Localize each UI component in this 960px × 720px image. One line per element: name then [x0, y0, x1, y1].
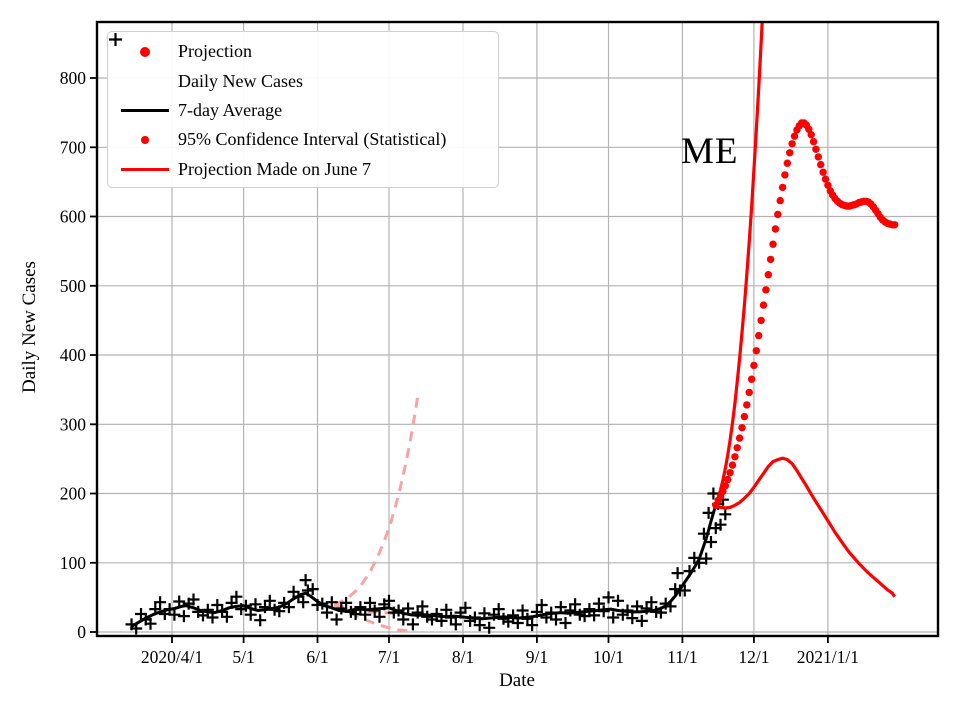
legend-item-7day-average: 7-day Average: [108, 96, 498, 125]
legend-item-confidence-interval: 95% Confidence Interval (Statistical): [108, 125, 498, 154]
black-line-icon: [120, 108, 170, 113]
x-axis-label: Date: [499, 670, 535, 691]
state-label: ME: [681, 131, 739, 172]
legend-label: Projection: [178, 41, 252, 62]
projection-dot-icon: [120, 46, 170, 57]
svg-text:800: 800: [60, 68, 87, 88]
svg-text:200: 200: [60, 484, 87, 504]
legend-label: 95% Confidence Interval (Statistical): [178, 129, 447, 150]
y-axis: 0 100 200 300 400 500 600 700 800: [60, 68, 97, 642]
legend: Projection Daily New Cases 7-day Average…: [107, 31, 499, 188]
plot-border: [95, 20, 940, 638]
series-june7-lower: [333, 603, 409, 633]
svg-text:700: 700: [60, 137, 87, 157]
svg-text:100: 100: [60, 553, 87, 573]
svg-text:5/1: 5/1: [232, 647, 254, 667]
y-axis-label: Daily New Cases: [19, 261, 40, 393]
svg-text:400: 400: [60, 345, 87, 365]
series-ci-upper: [714, 22, 764, 506]
svg-text:500: 500: [60, 276, 87, 296]
svg-text:2020/4/1: 2020/4/1: [141, 647, 203, 667]
svg-text:6/1: 6/1: [306, 647, 328, 667]
svg-text:300: 300: [60, 414, 87, 434]
svg-text:600: 600: [60, 207, 87, 227]
ci-dot-icon: [120, 135, 170, 144]
series-projection-dots: [712, 119, 899, 509]
svg-text:10/1: 10/1: [593, 647, 624, 667]
legend-item-daily-new-cases: Daily New Cases: [108, 33, 498, 95]
series-ci-lower: [715, 456, 897, 598]
x-axis: 2020/4/1 5/1 6/1 7/1 8/1 9/1 10/1 11/1 12/1 2021/…: [141, 636, 859, 667]
series-seven-day-average: [130, 504, 718, 628]
legend-label: Projection Made on June 7: [178, 158, 371, 179]
series-daily-new-cases: [125, 487, 732, 635]
legend-item-projection: Projection: [108, 37, 498, 66]
svg-text:12/1: 12/1: [738, 647, 769, 667]
series-june7-upper: [333, 396, 420, 607]
legend-label: 7-day Average: [178, 99, 283, 120]
svg-text:11/1: 11/1: [667, 647, 697, 667]
svg-text:9/1: 9/1: [526, 647, 548, 667]
svg-text:7/1: 7/1: [378, 647, 400, 667]
legend-label: Daily New Cases: [178, 70, 303, 91]
series-june7-mean: [333, 603, 409, 616]
red-line-icon: [120, 167, 170, 171]
svg-text:8/1: 8/1: [452, 647, 474, 667]
legend-item-june7-projection: Projection Made on June 7: [108, 155, 498, 184]
svg-text:2021/1/1: 2021/1/1: [797, 647, 859, 667]
svg-text:0: 0: [77, 622, 86, 642]
